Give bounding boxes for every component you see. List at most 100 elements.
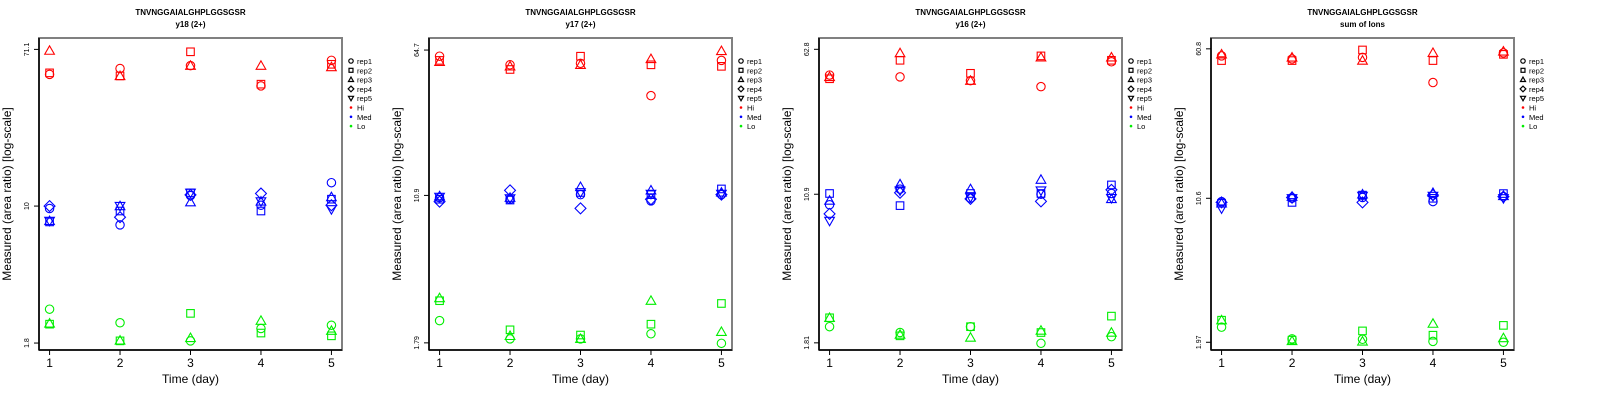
x-tick-label: 2 <box>507 356 514 370</box>
legend-rep2-icon <box>1128 67 1134 73</box>
x-tick-label: 4 <box>258 356 265 370</box>
data-point-med-rep5 <box>43 216 56 227</box>
data-point-med-rep1 <box>115 220 125 230</box>
data-point-hi-rep3 <box>823 70 836 82</box>
data-point-med-rep3 <box>1035 173 1047 184</box>
data-point-lo-rep3 <box>1215 314 1228 325</box>
data-point-med-rep5 <box>1286 194 1298 205</box>
data-point-hi-rep1 <box>44 69 55 80</box>
data-point-lo-rep3 <box>114 334 126 345</box>
y-tick-label: 10 <box>24 202 31 210</box>
data-point-hi-rep1 <box>1428 77 1438 88</box>
legend-label: rep4 <box>357 85 372 94</box>
data-point-hi-rep1 <box>1106 57 1117 67</box>
data-point-lo-rep1 <box>1428 336 1438 347</box>
data-point-med-rep3 <box>433 190 446 201</box>
data-point-med-rep2 <box>115 206 125 216</box>
legend-label: Hi <box>357 104 364 113</box>
data-point-med-rep3 <box>255 195 267 206</box>
data-point-hi-rep2 <box>717 62 726 71</box>
legend-lo-dot-icon <box>739 124 743 128</box>
legend-rep2-icon <box>348 67 354 73</box>
data-point-hi-rep3 <box>1286 51 1298 62</box>
legend-rep3-icon <box>347 75 355 83</box>
data-point-med-rep5 <box>1497 194 1510 205</box>
chart-subtitle: y16 (2+) <box>955 20 985 29</box>
legend-rep4-icon <box>1127 85 1135 93</box>
legend-med-dot-icon <box>1129 115 1133 119</box>
data-point-hi-rep2 <box>895 55 905 65</box>
legend-label: rep1 <box>1137 57 1152 66</box>
data-point-med-rep1 <box>44 203 55 214</box>
data-point-lo-rep1 <box>965 321 976 332</box>
data-point-lo-rep3 <box>574 332 587 344</box>
data-point-med-rep4 <box>325 199 338 212</box>
data-point-med-rep4 <box>43 199 56 213</box>
y-tick-label: 1.79 <box>414 336 421 350</box>
legend-rep1-icon <box>348 58 354 64</box>
data-point-lo-rep3 <box>1035 324 1047 335</box>
chart-title: TNVNGGAIALGHPLGGSGSR <box>915 8 1025 17</box>
legend-label: rep2 <box>357 66 372 75</box>
y-axis-label: Measured (area ratio) [log-scale] <box>390 107 404 280</box>
data-point-med-rep2 <box>1428 193 1438 203</box>
data-point-lo-rep2 <box>327 331 336 341</box>
data-point-lo-rep1 <box>434 315 445 326</box>
x-tick-label: 5 <box>1500 356 1507 370</box>
y-axis-label: Measured (area ratio) [log-scale] <box>780 107 794 280</box>
x-axis-label: Time (day) <box>162 372 219 386</box>
y-tick-label: 1.81 <box>804 336 811 350</box>
data-point-med-rep4 <box>113 210 127 224</box>
data-point-med-rep4 <box>503 184 517 197</box>
data-point-lo-rep1 <box>1216 322 1227 332</box>
data-point-lo-rep1 <box>115 318 125 328</box>
data-point-med-rep5 <box>255 197 267 208</box>
legend-label: Lo <box>1137 122 1145 131</box>
data-point-hi-rep1 <box>716 55 727 66</box>
y-tick-label: 10.9 <box>414 188 421 202</box>
legend-label: rep5 <box>357 94 372 103</box>
y-tick-label: 10.6 <box>1196 191 1203 205</box>
legend-label: rep5 <box>1529 94 1544 103</box>
data-point-lo-rep2 <box>1358 326 1367 336</box>
data-point-lo-rep1 <box>326 320 337 330</box>
chart-subtitle: y18 (2+) <box>175 20 205 29</box>
data-point-med-rep2 <box>1107 180 1116 190</box>
data-point-hi-rep1 <box>1498 48 1509 58</box>
legend-label: rep3 <box>747 76 762 85</box>
data-point-lo-rep2 <box>1428 330 1438 340</box>
data-point-med-rep5 <box>823 216 836 227</box>
data-point-med-rep5 <box>1215 204 1228 215</box>
data-point-lo-rep3 <box>43 317 56 328</box>
data-point-med-rep4 <box>1215 196 1228 209</box>
data-point-med-rep5 <box>645 189 657 200</box>
legend-label: rep1 <box>1529 57 1544 66</box>
legend-hi-dot-icon <box>349 106 353 109</box>
data-point-hi-rep1 <box>895 72 905 82</box>
data-point-hi-rep1 <box>1287 54 1297 64</box>
legend-rep1-icon <box>738 58 744 64</box>
x-tick-label: 5 <box>328 356 335 370</box>
y-tick-label: 71.1 <box>24 42 31 56</box>
legend-lo-dot-icon <box>349 124 353 128</box>
data-point-hi-rep3 <box>715 45 728 56</box>
data-point-lo-rep3 <box>325 324 338 335</box>
data-point-med-rep4 <box>1105 183 1118 197</box>
chart-panel-2: TNVNGGAIALGHPLGGSGSR y17 (2+) 1 2 3 4 5 Time (d… <box>390 8 762 386</box>
x-tick-label: 4 <box>1038 356 1045 370</box>
x-tick-label: 1 <box>1218 356 1225 370</box>
data-point-med-rep3 <box>1215 197 1228 208</box>
data-point-lo-rep1 <box>646 329 656 339</box>
legend-label: rep3 <box>357 76 372 85</box>
data-point-lo-rep3 <box>894 328 906 339</box>
data-point-lo-rep2 <box>1107 311 1116 321</box>
x-tick-label: 4 <box>1430 356 1437 370</box>
data-point-lo-rep3 <box>1105 326 1118 337</box>
data-point-hi-rep1 <box>1216 51 1227 61</box>
data-point-hi-rep2 <box>45 68 54 78</box>
data-point-med-rep4 <box>254 187 268 200</box>
data-point-med-rep3 <box>574 180 587 192</box>
data-point-hi-rep2 <box>646 60 656 70</box>
